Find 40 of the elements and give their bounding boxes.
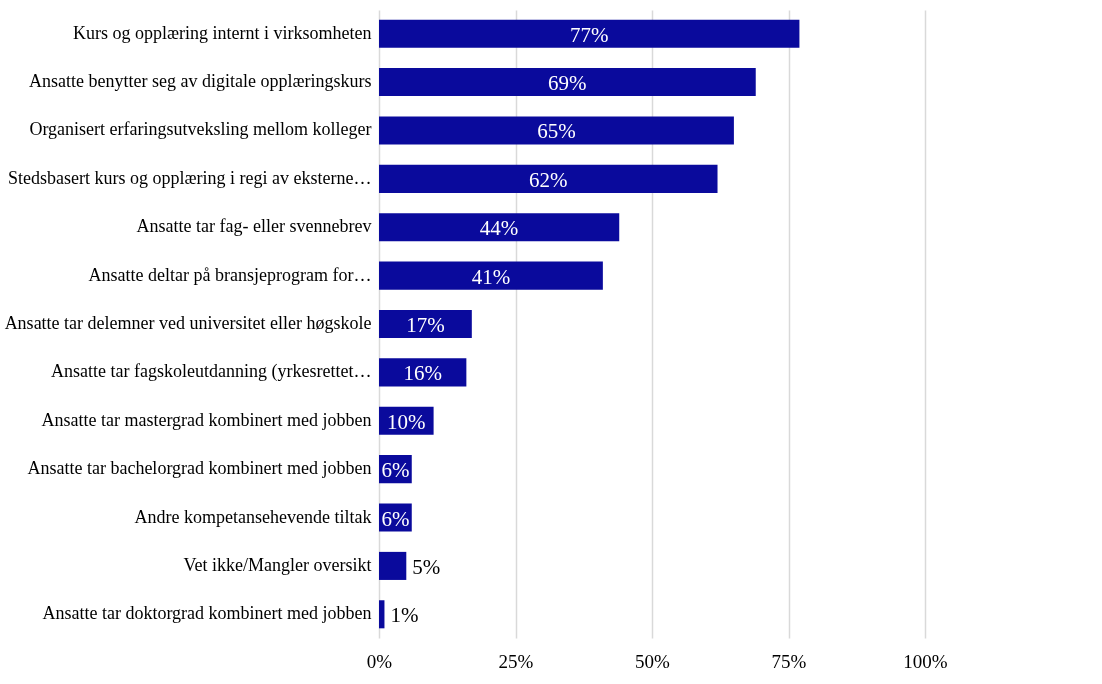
y-tick-label: Ansatte deltar på bransjeprogram for… (88, 264, 372, 285)
data-label: 1% (390, 603, 419, 628)
data-label: 69% (548, 71, 587, 96)
y-tick-label: Stedsbasert kurs og opplæring i regi av eksterne… (8, 167, 372, 188)
y-tick-label: Organisert erfaringsutveksling mellom kolleger (29, 119, 372, 140)
x-tick-label: 25% (498, 650, 534, 672)
bar (379, 261, 603, 290)
data-label: 41% (471, 264, 511, 289)
data-label: 5% (412, 554, 441, 579)
y-tick-label: Ansatte tar fag- eller svennebrev (136, 216, 372, 237)
bar (379, 309, 472, 339)
bar (379, 164, 718, 193)
data-label: 6% (381, 458, 410, 483)
bar (379, 68, 756, 97)
data-label: 10% (387, 409, 426, 434)
data-label: 65% (537, 119, 576, 144)
x-tick-label: 50% (635, 650, 671, 672)
y-tick-label: Ansatte benytter seg av digitale opplæringskurs (29, 71, 372, 92)
y-tick-label: Andre kompetansehevende tiltak (134, 506, 372, 527)
data-label: 17% (406, 313, 445, 337)
data-label: 16% (403, 361, 442, 386)
x-tick-label: 100% (903, 650, 948, 672)
data-label: 6% (381, 506, 410, 531)
y-tick-label: Ansatte tar doktorgrad kombinert med jobben (42, 603, 372, 624)
y-tick-label: Ansatte tar bachelorgrad kombinert med jobben (27, 458, 372, 479)
y-tick-label: Kurs og opplæring internt i virksomheten (73, 22, 372, 43)
data-label: 62% (529, 167, 568, 192)
y-tick-label: Ansatte tar fagskoleutdanning (yrkesrettet… (51, 361, 372, 383)
bar (379, 116, 734, 145)
y-tick-label: Vet ikke/Mangler oversikt (183, 554, 372, 575)
data-label: 77% (569, 22, 609, 47)
y-tick-label: Ansatte tar delemner ved universitet eller høgskole (4, 313, 372, 333)
bar (379, 551, 407, 580)
x-tick-label: 75% (771, 650, 807, 672)
y-tick-label: Ansatte tar mastergrad kombinert med jobben (41, 409, 372, 430)
bar (379, 600, 385, 629)
bar (379, 19, 800, 48)
x-tick-label: 0% (366, 650, 393, 672)
data-label: 44% (479, 216, 519, 241)
bar (379, 213, 620, 242)
